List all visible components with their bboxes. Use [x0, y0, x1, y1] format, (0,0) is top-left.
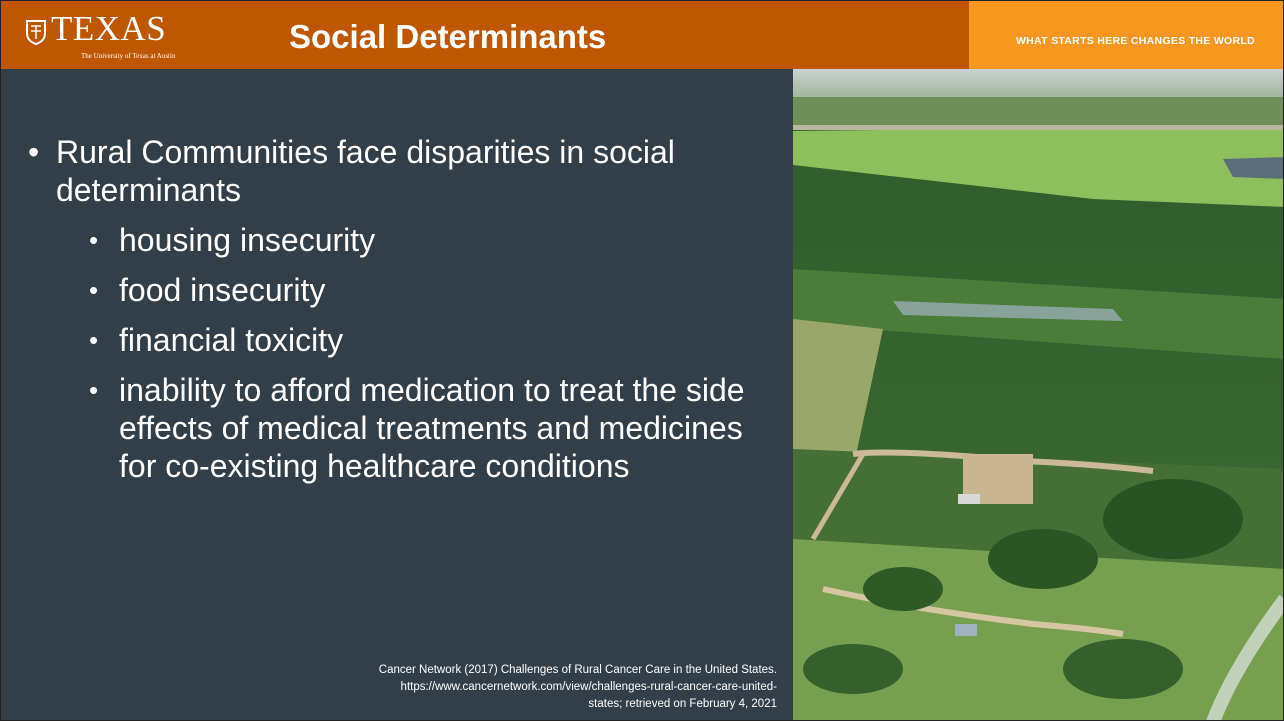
- sub-bullet: financial toxicity: [119, 321, 759, 359]
- citation-line: https://www.cancernetwork.com/view/chall…: [317, 679, 777, 696]
- sub-bullet: housing insecurity: [119, 221, 759, 259]
- tagline-block: WHAT STARTS HERE CHANGES THE WORLD: [969, 1, 1284, 69]
- header-bar: TEXAS The University of Texas at Austin …: [1, 1, 1284, 69]
- sub-bullet: food insecurity: [119, 271, 759, 309]
- bullet: Rural Communities face disparities in so…: [56, 133, 706, 209]
- logo-subtitle: The University of Texas at Austin: [81, 52, 175, 60]
- slide-title: Social Determinants: [289, 17, 606, 57]
- citation-line: Cancer Network (2017) Challenges of Rura…: [317, 662, 777, 679]
- logo-shield: [25, 19, 47, 45]
- sub-bullet: inability to afford medication to treat …: [119, 371, 759, 485]
- aerial-photo: [793, 69, 1284, 721]
- slide: TEXAS The University of Texas at Austin …: [0, 0, 1284, 721]
- tagline: WHAT STARTS HERE CHANGES THE WORLD: [1016, 35, 1255, 47]
- bullet-list: Rural Communities face disparities in so…: [1, 133, 791, 485]
- logo-text: TEXAS: [51, 13, 166, 45]
- citation-line: states; retrieved on February 4, 2021: [317, 696, 777, 713]
- citation: Cancer Network (2017) Challenges of Rura…: [317, 662, 777, 713]
